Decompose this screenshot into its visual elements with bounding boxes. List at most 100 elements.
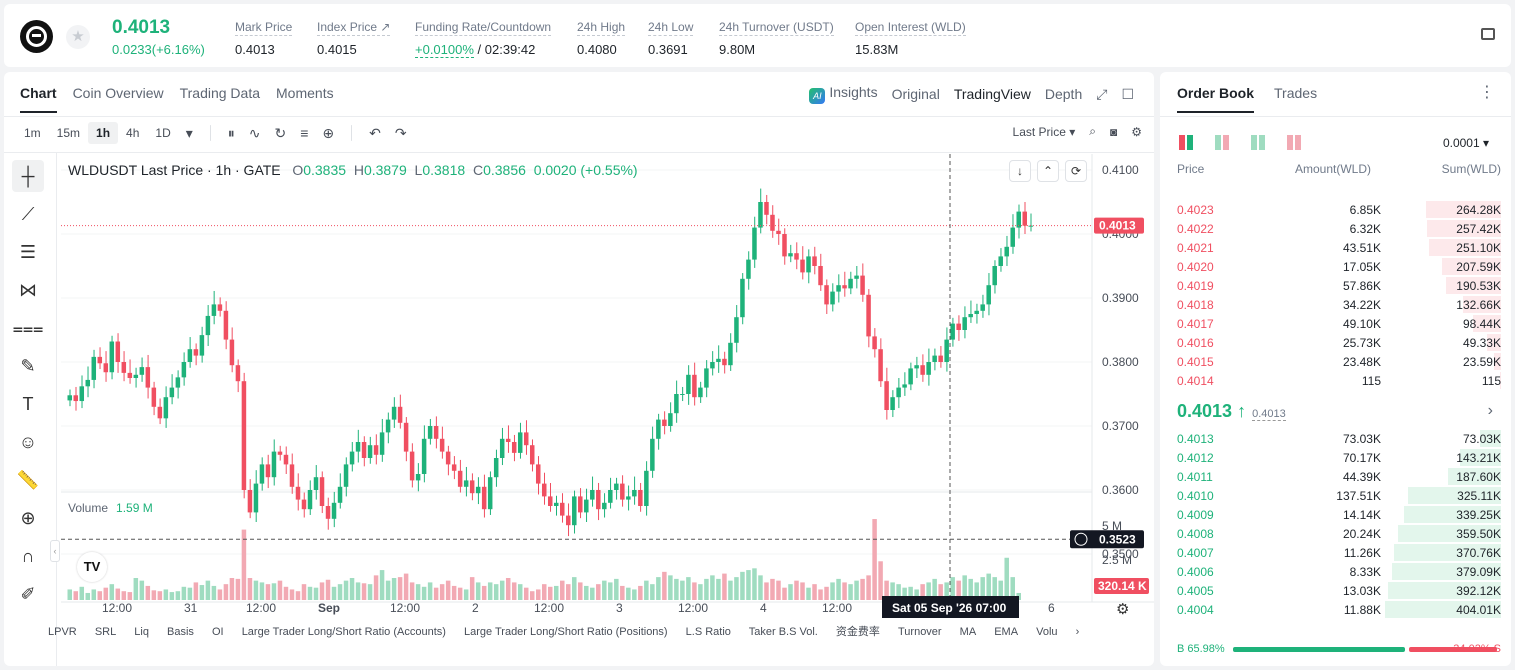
bid-row[interactable]: 0.4009 14.14K 339.25K	[1160, 505, 1511, 524]
window-icon[interactable]: ☐	[1121, 85, 1134, 102]
book-mode-both-icon[interactable]	[1179, 135, 1194, 150]
book-icon[interactable]	[1481, 28, 1495, 40]
bid-row[interactable]: 0.4005 13.03K 392.12K	[1160, 581, 1511, 600]
indicator-srl[interactable]: SRL	[94, 626, 117, 638]
refresh-icon[interactable]: ⟳	[1065, 160, 1087, 182]
insights-button[interactable]: AI Insights	[809, 84, 878, 104]
compare-icon[interactable]: ↻	[274, 124, 287, 141]
ask-row[interactable]: 0.4017 49.10K 98.44K	[1160, 314, 1511, 333]
indicator-ls-accounts[interactable]: Large Trader Long/Short Ratio (Accounts)	[241, 626, 446, 638]
chevron-left-icon[interactable]: ‹	[50, 540, 60, 562]
ask-row[interactable]: 0.4015 23.48K 23.59K	[1160, 352, 1511, 371]
tab-chart[interactable]: Chart	[20, 85, 57, 113]
candle-body	[752, 227, 757, 260]
redo-icon[interactable]: ↷	[394, 124, 407, 141]
ask-row[interactable]: 0.4019 57.86K 190.53K	[1160, 276, 1511, 295]
chevron-right-icon[interactable]: ›	[1075, 626, 1080, 638]
bid-row[interactable]: 0.4007 11.26K 370.76K	[1160, 543, 1511, 562]
arrow-down-icon[interactable]: ↓	[1009, 160, 1031, 182]
indicator-oi[interactable]: OI	[212, 626, 224, 638]
crosshair-icon[interactable]: ┼	[12, 160, 44, 192]
view-depth[interactable]: Depth	[1044, 86, 1083, 102]
fib-icon[interactable]: ⩶	[12, 318, 44, 338]
more-vertical-icon[interactable]: ⋮	[1479, 84, 1495, 101]
candle-body	[644, 470, 649, 506]
indicator-funding-rate[interactable]: 资金费率	[835, 626, 880, 638]
tab-moments[interactable]: Moments	[276, 85, 334, 101]
bid-row[interactable]: 0.4011 44.39K 187.60K	[1160, 467, 1511, 486]
add-alert-icon[interactable]: ⊕	[322, 124, 335, 141]
chevron-right-icon[interactable]: ›	[1487, 402, 1493, 419]
ask-row[interactable]: 0.4016 25.73K 49.33K	[1160, 333, 1511, 352]
indicator-ls-positions[interactable]: Large Trader Long/Short Ratio (Positions…	[463, 626, 668, 638]
indicator-taker-vol[interactable]: Taker B.S Vol.	[748, 626, 818, 638]
book-mode-bids-icon[interactable]	[1251, 135, 1266, 150]
gear-icon[interactable]: ⚙	[1131, 124, 1142, 139]
funding-rate-value[interactable]: +0.0100%	[415, 42, 474, 58]
bid-row[interactable]: 0.4004 11.88K 404.01K	[1160, 600, 1511, 619]
tab-coin-overview[interactable]: Coin Overview	[72, 85, 164, 101]
templates-icon[interactable]: ≡	[300, 125, 309, 141]
trendline-icon[interactable]: ⟋	[21, 204, 35, 224]
undo-icon[interactable]: ↶	[369, 124, 381, 141]
ask-row[interactable]: 0.4023 6.85K 264.28K	[1160, 200, 1511, 219]
brush-icon[interactable]: ✎	[20, 356, 36, 376]
indicator-ma[interactable]: MA	[959, 626, 977, 638]
candle-body	[848, 278, 853, 289]
pencil-icon[interactable]: ✐	[20, 584, 36, 604]
interval-15m[interactable]: 15m	[56, 126, 81, 140]
search-icon[interactable]: ⌕	[1089, 124, 1096, 138]
ask-row[interactable]: 0.4022 6.32K 257.42K	[1160, 219, 1511, 238]
bid-row[interactable]: 0.4006 8.33K 379.09K	[1160, 562, 1511, 581]
bid-row[interactable]: 0.4012 70.17K 143.21K	[1160, 448, 1511, 467]
book-mode-split-icon[interactable]	[1215, 135, 1230, 150]
candlestick-chart[interactable]: 0.41000.40000.39000.38000.37000.36000.35…	[4, 72, 1154, 666]
indicator-volume[interactable]: Volu	[1036, 626, 1058, 638]
bid-row[interactable]: 0.4010 137.51K 325.11K	[1160, 486, 1511, 505]
view-original[interactable]: Original	[891, 86, 940, 102]
indicator-lpvr[interactable]: LPVR	[48, 626, 77, 638]
interval-1m[interactable]: 1m	[24, 126, 41, 140]
chevron-down-icon[interactable]: ▾	[185, 124, 193, 141]
favorite-star-icon[interactable]: ★	[66, 25, 90, 49]
indicators-icon[interactable]: ∿	[248, 124, 261, 141]
camera-icon[interactable]: ◙	[1109, 124, 1118, 139]
magnet-icon[interactable]: ∩	[21, 546, 35, 566]
emoji-icon[interactable]: ☺	[18, 432, 38, 452]
indicator-ema[interactable]: EMA	[994, 626, 1019, 638]
stat-index-price[interactable]: Index Price ↗ 0.4015	[317, 20, 391, 57]
book-mode-asks-icon[interactable]	[1287, 135, 1302, 150]
tab-order-book[interactable]: Order Book	[1177, 85, 1255, 113]
tick-size-select[interactable]: 0.0001 ▾	[1442, 136, 1489, 150]
horizontal-lines-icon[interactable]: ☰	[19, 242, 37, 262]
bid-row[interactable]: 0.4013 73.03K 73.03K	[1160, 429, 1511, 448]
tab-trades[interactable]: Trades	[1274, 85, 1318, 101]
collapse-icon[interactable]: ⌃	[1037, 160, 1059, 182]
volume-bar	[590, 587, 595, 600]
divider	[351, 125, 353, 141]
tradingview-logo-icon[interactable]: TV	[77, 552, 107, 582]
settings-icon[interactable]: ⚙	[1116, 601, 1130, 618]
interval-1d[interactable]: 1D	[155, 126, 171, 140]
candle-type-icon[interactable]: ⏸	[227, 124, 235, 141]
indicator-ls-ratio[interactable]: L.S Ratio	[685, 626, 731, 638]
view-tradingview[interactable]: TradingView	[953, 86, 1031, 102]
bid-row[interactable]: 0.4008 20.24K 359.50K	[1160, 524, 1511, 543]
add-alert-icon[interactable]	[1074, 532, 1088, 546]
ask-row[interactable]: 0.4018 34.22K 132.66K	[1160, 295, 1511, 314]
indicator-liq[interactable]: Liq	[134, 626, 149, 638]
pattern-icon[interactable]: ⋈	[19, 280, 37, 300]
text-icon[interactable]: T	[22, 394, 34, 414]
tab-trading-data[interactable]: Trading Data	[179, 85, 261, 101]
indicator-basis[interactable]: Basis	[167, 626, 194, 638]
ask-row[interactable]: 0.4020 17.05K 207.59K	[1160, 257, 1511, 276]
ask-row[interactable]: 0.4014 115 115	[1160, 371, 1511, 390]
ruler-icon[interactable]: 📏	[16, 470, 40, 490]
interval-4h[interactable]: 4h	[126, 126, 140, 140]
interval-1h[interactable]: 1h	[88, 122, 119, 144]
price-type-select[interactable]: Last Price ▾	[1012, 124, 1076, 139]
indicator-turnover[interactable]: Turnover	[897, 626, 942, 638]
zoom-in-icon[interactable]: ⊕	[20, 508, 36, 528]
expand-icon[interactable]: ⤢	[1096, 85, 1108, 102]
ask-row[interactable]: 0.4021 43.51K 251.10K	[1160, 238, 1511, 257]
